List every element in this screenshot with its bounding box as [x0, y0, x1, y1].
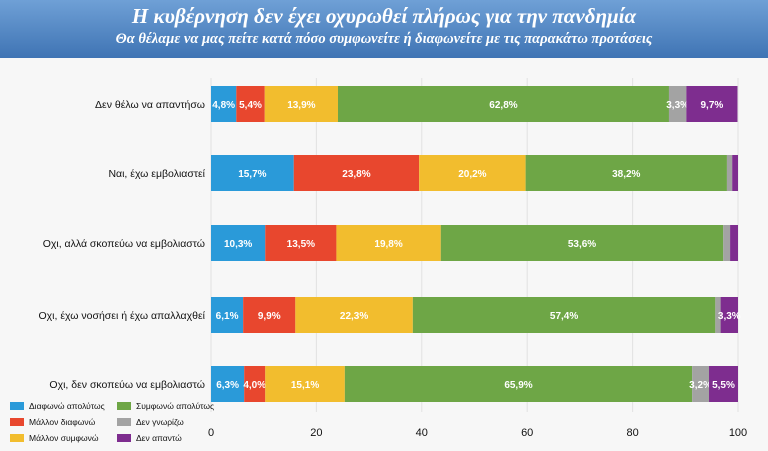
- data-label: 9,7%: [701, 100, 724, 111]
- bar-segment: [211, 86, 237, 122]
- x-tick-label: 100: [729, 427, 747, 439]
- bar-segment: [686, 86, 738, 122]
- legend-item-mallon-symfono: Μάλλον συμφωνώ: [10, 432, 99, 444]
- data-label: 20,2%: [458, 169, 486, 180]
- data-label: 15,1%: [291, 380, 319, 391]
- bar-segment: [412, 297, 716, 333]
- bar-segment: [336, 225, 441, 261]
- data-label: 3,2%: [689, 380, 712, 391]
- bar-segment: [726, 155, 733, 191]
- bar-segment: [264, 86, 339, 122]
- legend-item-den-gnorizo: Δεν γνωρίζω: [117, 416, 184, 428]
- bar-segment: [730, 225, 738, 261]
- data-label: 4,8%: [212, 100, 235, 111]
- bar-segment: [243, 297, 296, 333]
- bar-segment: [211, 155, 294, 191]
- data-label: 6,1%: [216, 311, 239, 322]
- data-label: 13,9%: [287, 100, 315, 111]
- bar-segment: [293, 155, 420, 191]
- bar-segment: [344, 366, 693, 402]
- chart-header: Η κυβέρνηση δεν έχει οχυρωθεί πλήρως για…: [0, 0, 768, 58]
- x-tick-label: 20: [310, 427, 322, 439]
- legend-swatch: [10, 433, 24, 442]
- bar-segment: [419, 155, 526, 191]
- bar-segment: [525, 155, 727, 191]
- data-label: 9,9%: [258, 311, 281, 322]
- bar-segment: [692, 366, 710, 402]
- legend-swatch: [10, 417, 24, 426]
- legend-label: Μάλλον συμφωνώ: [29, 432, 99, 443]
- bar-segment: [211, 366, 245, 402]
- bar-segment: [715, 297, 721, 333]
- data-label: 5,4%: [239, 100, 262, 111]
- bar-segment: [709, 366, 738, 402]
- category-label: Οχι, έχω νοσήσει ή έχω απαλλαχθεί: [39, 310, 206, 322]
- bar-segment: [723, 225, 731, 261]
- bar-segment: [244, 366, 266, 402]
- bar-segment: [720, 297, 738, 333]
- bar-segment: [236, 86, 265, 122]
- chart-title: Η κυβέρνηση δεν έχει οχυρωθεί πλήρως για…: [131, 4, 637, 28]
- data-label: 38,2%: [612, 169, 640, 180]
- bar-segment: [265, 225, 337, 261]
- bar-segment: [732, 155, 738, 191]
- data-label: 23,8%: [342, 169, 370, 180]
- chart-subtitle: Θα θέλαμε να μας πείτε κατά πόσο συμφωνε…: [115, 31, 653, 47]
- data-label: 3,3%: [718, 311, 741, 322]
- data-label: 10,3%: [224, 239, 252, 250]
- data-label: 15,7%: [238, 169, 266, 180]
- bar-segment: [295, 297, 413, 333]
- bar-segment: [440, 225, 724, 261]
- legend-swatch: [117, 417, 131, 426]
- data-label: 4,0%: [243, 380, 266, 391]
- data-label: 6,3%: [216, 380, 239, 391]
- legend-item-mallon-diafono: Μάλλον διαφωνώ: [10, 416, 95, 428]
- category-label: Ναι, έχω εμβολιαστεί: [108, 168, 205, 180]
- category-label: Οχι, αλλά σκοπεύω να εμβολιαστώ: [43, 238, 205, 250]
- category-label: Δεν θέλω να απαντήσω: [95, 99, 205, 111]
- bar-segment: [211, 297, 244, 333]
- x-tick-label: 60: [521, 427, 533, 439]
- legend-item-den-apanto: Δεν απαντώ: [117, 432, 182, 444]
- legend-swatch: [10, 401, 24, 410]
- data-label: 57,4%: [550, 311, 578, 322]
- category-label: Οχι, δεν σκοπεύω να εμβολιαστώ: [49, 379, 205, 391]
- legend-label: Συμφωνώ απολύτως: [136, 400, 215, 411]
- bar-segment: [668, 86, 687, 122]
- legend-item-symfono-apolytos: Συμφωνώ απολύτως: [117, 400, 214, 412]
- legend-swatch: [117, 433, 131, 442]
- bar-segment: [338, 86, 669, 122]
- data-label: 13,5%: [287, 239, 315, 250]
- legend-label: Δεν γνωρίζω: [136, 416, 184, 427]
- data-label: 22,3%: [340, 311, 368, 322]
- legend-label: Δεν απαντώ: [136, 432, 182, 443]
- legend-label: Μάλλον διαφωνώ: [29, 416, 96, 427]
- data-label: 53,6%: [568, 239, 596, 250]
- bar-segment: [211, 225, 266, 261]
- legend-item-diafono-apolytos: Διαφωνώ απολύτως: [10, 400, 105, 412]
- x-tick-label: 0: [208, 427, 214, 439]
- data-label: 3,3%: [666, 100, 689, 111]
- data-label: 5,5%: [712, 380, 735, 391]
- x-tick-label: 40: [416, 427, 428, 439]
- data-label: 65,9%: [504, 380, 532, 391]
- legend-swatch: [117, 401, 131, 410]
- chart-legend: Διαφωνώ απολύτως Συμφωνώ απολύτως Μάλλον…: [10, 398, 215, 448]
- bar-segment: [265, 366, 345, 402]
- data-label: 19,8%: [374, 239, 402, 250]
- legend-label: Διαφωνώ απολύτως: [29, 400, 105, 411]
- data-label: 62,8%: [489, 100, 517, 111]
- x-tick-label: 80: [626, 427, 638, 439]
